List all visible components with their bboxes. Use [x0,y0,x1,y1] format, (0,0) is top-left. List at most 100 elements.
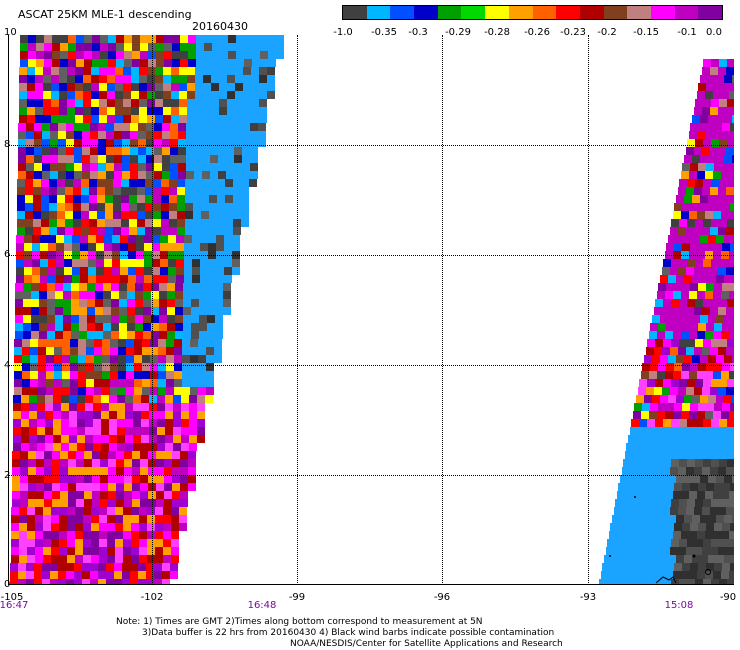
data-cell [226,147,234,155]
data-cell [35,91,43,99]
data-cell [95,291,103,299]
data-cell [110,379,118,387]
data-cell [94,347,102,355]
data-cell [102,387,110,395]
data-cell [82,139,90,147]
data-cell [212,35,220,43]
data-cell [81,187,89,195]
data-cell [74,123,82,131]
data-cell [227,67,235,75]
data-cell [85,395,93,403]
data-cell [678,267,686,275]
data-cell [652,355,660,363]
data-cell [90,155,98,163]
data-cell [92,43,100,51]
data-cell [658,283,666,291]
data-cell [22,347,30,355]
data-cell [223,291,231,299]
data-cell [260,51,268,59]
data-cell [170,171,178,179]
data-cell [23,307,31,315]
data-cell [33,227,41,235]
data-cell [108,51,116,59]
data-cell [268,35,276,43]
data-cell [40,259,48,267]
data-cell [207,323,215,331]
data-cell [681,331,689,339]
data-cell [37,435,45,443]
data-cell [105,211,113,219]
data-cell [179,107,187,115]
data-cell [226,131,234,139]
data-cell [130,139,138,147]
data-cell [641,411,649,419]
data-cell [687,419,695,427]
color-scale-swatch [390,6,415,19]
data-cell [676,315,684,323]
data-cell [147,115,155,123]
data-cell [21,395,29,403]
data-cell [692,235,700,243]
data-cell [135,283,143,291]
data-cell [196,59,204,67]
color-scale-swatch [650,6,675,19]
data-cell [139,91,147,99]
data-cell [105,227,113,235]
data-cell [186,131,194,139]
data-cell [716,275,724,283]
data-cell [183,315,191,323]
data-cell [68,51,76,59]
data-cell [152,267,160,275]
data-cell [218,155,226,163]
data-cell [66,155,74,163]
data-cell [141,403,149,411]
data-cell [141,411,149,419]
data-cell [194,171,202,179]
data-cell [244,35,252,43]
data-cell [162,147,170,155]
data-cell [718,187,726,195]
data-cell [19,99,27,107]
data-cell [173,411,181,419]
data-cell [276,51,284,59]
data-cell [57,227,65,235]
data-cell [657,371,665,379]
data-cell [678,187,686,195]
data-cell [21,419,29,427]
data-cell [258,131,266,139]
data-cell [113,187,121,195]
data-cell [104,259,112,267]
data-cell [167,323,175,331]
data-cell [139,67,147,75]
data-cell [705,171,713,179]
data-cell [106,171,114,179]
data-cell [79,299,87,307]
data-cell [58,163,66,171]
data-cell [58,139,66,147]
data-cell [703,59,711,67]
data-cell [40,267,48,275]
data-cell [19,91,27,99]
data-cell [118,355,126,363]
data-cell [117,403,125,411]
data-cell [190,339,198,347]
data-cell [182,363,190,371]
data-cell [37,427,45,435]
data-cell [158,371,166,379]
data-cell [201,219,209,227]
data-cell [154,171,162,179]
data-cell [157,403,165,411]
color-scale-swatch [461,6,486,19]
data-cell [200,235,208,243]
data-cell [711,299,719,307]
data-cell [136,259,144,267]
data-cell [676,275,684,283]
data-cell [70,379,78,387]
data-cell [92,35,100,43]
data-cell [100,35,108,43]
data-cell [217,227,225,235]
data-cell [732,235,734,243]
data-cell [698,403,706,411]
data-cell [203,99,211,107]
data-cell [171,107,179,115]
